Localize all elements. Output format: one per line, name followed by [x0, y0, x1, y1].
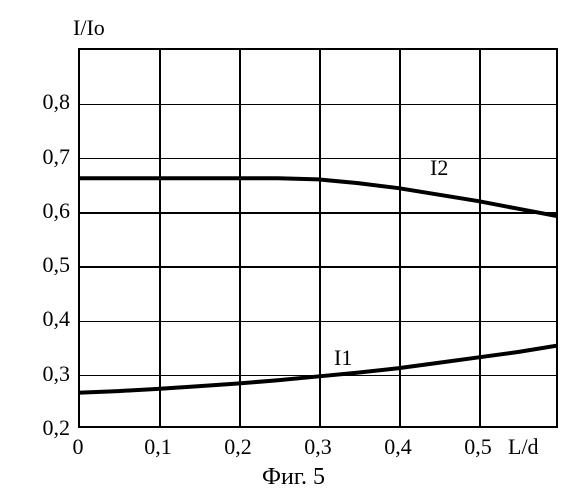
series-line-I2 [78, 178, 558, 216]
y-tick-label: 0,8 [20, 89, 70, 115]
y-tick-label: 0,6 [20, 198, 70, 224]
chart-caption: Фиг. 5 [0, 464, 587, 491]
chart-container: I/Io L/d Фиг. 5 00,10,20,30,40,50,20,30,… [0, 0, 587, 500]
x-tick-label: 0,3 [293, 434, 343, 460]
y-tick-label: 0,3 [20, 361, 70, 387]
x-tick-label: 0,4 [373, 434, 423, 460]
y-tick-label: 0,4 [20, 306, 70, 332]
y-tick-label: 0,5 [20, 252, 70, 278]
y-tick-label: 0,7 [20, 144, 70, 170]
x-tick-label: 0,2 [213, 434, 263, 460]
x-axis-title: L/d [508, 434, 539, 460]
x-tick-label: 0,1 [133, 434, 183, 460]
chart-lines [78, 48, 558, 428]
series-line-I1 [78, 345, 558, 392]
y-tick-label: 0,2 [20, 415, 70, 441]
x-tick-label: 0,5 [453, 434, 503, 460]
y-axis-title: I/Io [73, 15, 105, 41]
